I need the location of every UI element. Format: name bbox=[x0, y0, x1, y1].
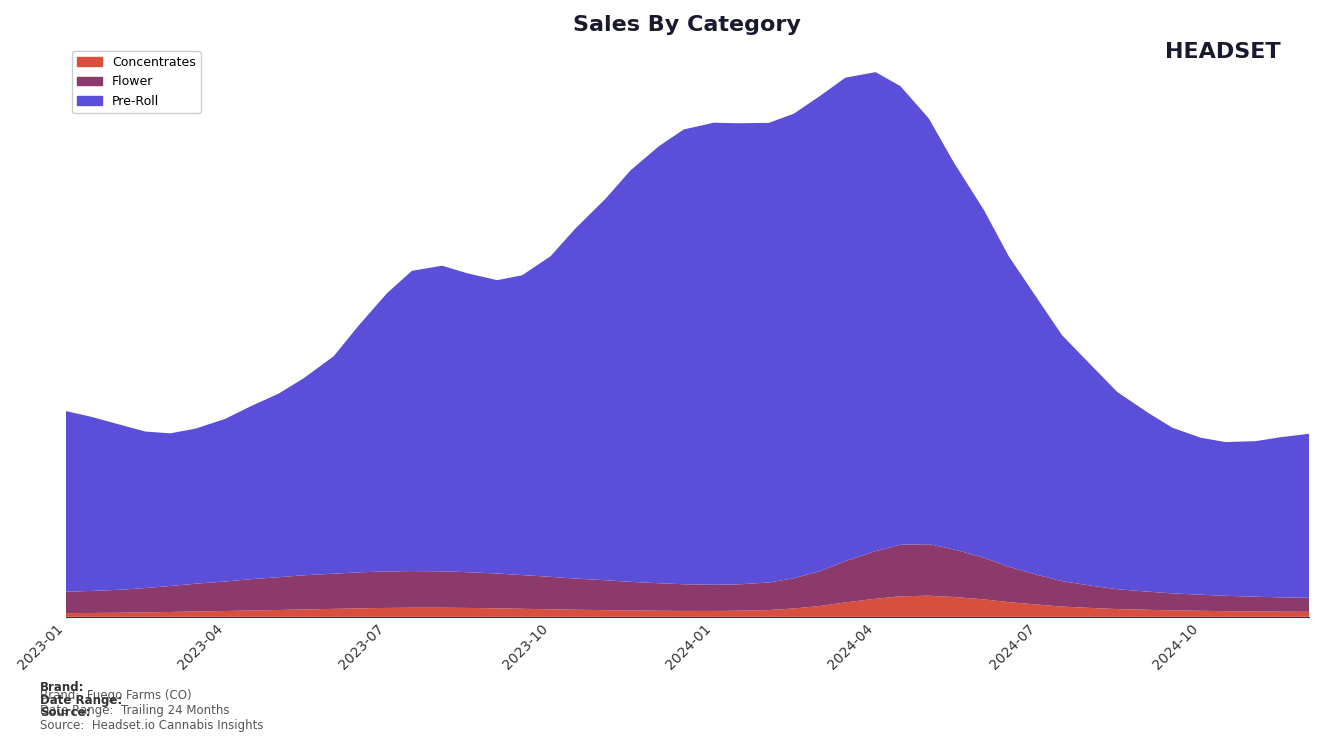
Text: Brand:  Fuego Farms (CO)
Date Range:  Trailing 24 Months
Source:  Headset.io Can: Brand: Fuego Farms (CO) Date Range: Trai… bbox=[40, 689, 263, 732]
Text: Source:: Source: bbox=[40, 707, 90, 719]
Title: Sales By Category: Sales By Category bbox=[573, 15, 801, 35]
Text: Brand:: Brand: bbox=[40, 681, 85, 694]
Text: HEADSET: HEADSET bbox=[1165, 43, 1280, 62]
Text: Date Range:: Date Range: bbox=[40, 694, 122, 707]
Legend: Concentrates, Flower, Pre-Roll: Concentrates, Flower, Pre-Roll bbox=[71, 51, 200, 113]
